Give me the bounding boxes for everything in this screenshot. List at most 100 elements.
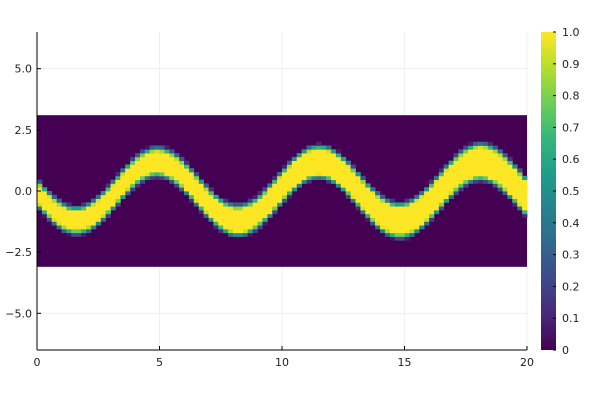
heatmap-cell bbox=[56, 202, 62, 207]
heatmap-cell bbox=[277, 179, 283, 184]
heatmap-cell bbox=[252, 202, 258, 207]
heatmap-cell bbox=[301, 179, 307, 184]
heatmap-cell bbox=[389, 228, 396, 234]
heatmap-cell bbox=[463, 160, 469, 165]
heatmap-cell bbox=[262, 187, 268, 192]
heatmap-cell bbox=[487, 164, 494, 169]
heatmap-cell bbox=[429, 179, 435, 184]
y-tick-label: 0.0 bbox=[15, 185, 33, 198]
heatmap-cell bbox=[208, 209, 214, 215]
heatmap-cell bbox=[429, 206, 435, 211]
heatmap-cell bbox=[375, 217, 381, 222]
heatmap-cell bbox=[399, 209, 405, 215]
heatmap-cell bbox=[502, 187, 508, 192]
heatmap-cell bbox=[46, 191, 53, 196]
heatmap-cell bbox=[335, 164, 342, 169]
heatmap-cell bbox=[282, 183, 288, 188]
heatmap-cell bbox=[61, 202, 67, 207]
heatmap-cell bbox=[399, 213, 405, 218]
heatmap-cell bbox=[296, 153, 302, 158]
heatmap-cell bbox=[306, 149, 312, 154]
heatmap-cell bbox=[105, 213, 111, 218]
heatmap-cell bbox=[316, 168, 322, 173]
heatmap-cell bbox=[438, 183, 445, 188]
heatmap-cell bbox=[159, 149, 165, 154]
heatmap-cell bbox=[233, 228, 239, 234]
heatmap-cell bbox=[517, 191, 523, 196]
heatmap-cell bbox=[306, 172, 312, 177]
heatmap-cell bbox=[228, 232, 234, 237]
heatmap-cell bbox=[105, 209, 111, 215]
heatmap-cell bbox=[262, 217, 268, 222]
heatmap-cell bbox=[522, 175, 528, 181]
heatmap-cell bbox=[81, 232, 87, 237]
heatmap-cell bbox=[375, 198, 381, 203]
heatmap-cell bbox=[76, 209, 82, 215]
heatmap-cell bbox=[213, 206, 219, 211]
heatmap-cell bbox=[350, 191, 356, 196]
heatmap-cell bbox=[149, 164, 155, 169]
heatmap-cell bbox=[277, 202, 283, 207]
heatmap-cell bbox=[370, 198, 376, 203]
heatmap-cell bbox=[291, 187, 298, 192]
heatmap-cell bbox=[306, 175, 312, 181]
heatmap-cell bbox=[487, 160, 494, 165]
heatmap-cell bbox=[267, 183, 273, 188]
heatmap-cell bbox=[198, 179, 204, 184]
heatmap-cell bbox=[502, 191, 508, 196]
heatmap-cell bbox=[419, 191, 425, 196]
heatmap-cell bbox=[218, 198, 224, 203]
heatmap-cell bbox=[409, 232, 415, 237]
heatmap-cell bbox=[282, 175, 288, 181]
heatmap-cell bbox=[105, 187, 111, 192]
heatmap-cell bbox=[365, 209, 371, 215]
heatmap-cell bbox=[154, 175, 160, 181]
heatmap-cell bbox=[404, 209, 410, 215]
heatmap-cell bbox=[468, 172, 474, 177]
heatmap-cell bbox=[487, 145, 494, 150]
heatmap-cell bbox=[507, 183, 513, 188]
heatmap-cell bbox=[61, 221, 67, 226]
heatmap-cell bbox=[257, 198, 263, 203]
heatmap-cell bbox=[41, 209, 48, 215]
heatmap-cell bbox=[350, 175, 356, 181]
heatmap-cell bbox=[95, 221, 102, 226]
heatmap-cell bbox=[424, 217, 430, 222]
heatmap-cell bbox=[443, 194, 449, 199]
heatmap-cell bbox=[453, 175, 459, 181]
heatmap-cell bbox=[125, 183, 131, 188]
heatmap-cell bbox=[497, 156, 503, 162]
heatmap-cell bbox=[355, 175, 361, 181]
heatmap-cell bbox=[120, 175, 126, 181]
heatmap-cell bbox=[154, 156, 160, 162]
heatmap-cell bbox=[242, 232, 249, 237]
heatmap-cell bbox=[267, 206, 273, 211]
heatmap-cell bbox=[316, 153, 322, 158]
heatmap-cell bbox=[174, 179, 180, 184]
heatmap-cell bbox=[252, 217, 258, 222]
heatmap-cell bbox=[188, 175, 195, 181]
heatmap-cell bbox=[37, 198, 43, 203]
heatmap-cell bbox=[419, 206, 425, 211]
heatmap-cell bbox=[482, 172, 489, 177]
heatmap-cell bbox=[198, 198, 204, 203]
heatmap-cell bbox=[345, 194, 351, 199]
heatmap-cell bbox=[61, 228, 67, 234]
heatmap-cell bbox=[458, 179, 464, 184]
heatmap-cell bbox=[208, 198, 214, 203]
heatmap-cell bbox=[399, 206, 405, 211]
heatmap-cell bbox=[51, 209, 57, 215]
heatmap-cell bbox=[316, 172, 322, 177]
heatmap-cell bbox=[458, 168, 464, 173]
heatmap-cell bbox=[291, 156, 298, 162]
heatmap-cell bbox=[448, 179, 454, 184]
heatmap-cell bbox=[522, 191, 528, 196]
y-tick-label: 2.5 bbox=[15, 124, 33, 137]
heatmap-cell bbox=[139, 156, 146, 162]
heatmap-cell bbox=[41, 198, 48, 203]
heatmap-cell bbox=[507, 168, 513, 173]
heatmap-cell bbox=[517, 202, 523, 207]
heatmap-cell bbox=[478, 156, 484, 162]
heatmap-cell bbox=[193, 202, 200, 207]
